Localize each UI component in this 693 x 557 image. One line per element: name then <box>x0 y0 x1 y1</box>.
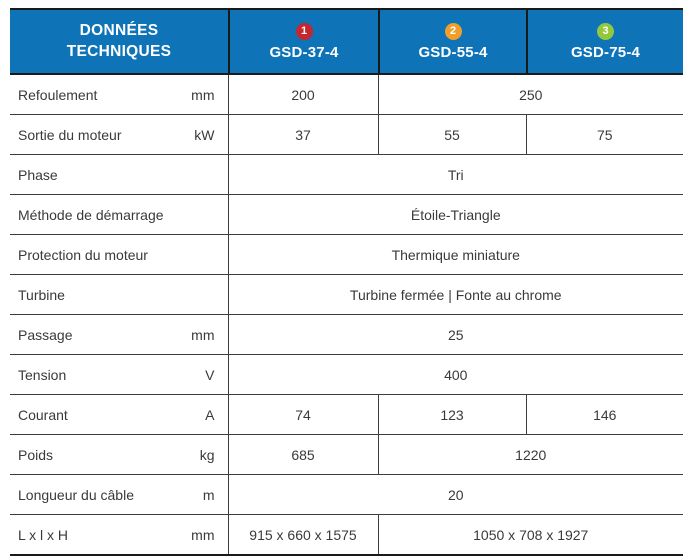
table-row-courant: Courant A 74 123 146 <box>10 394 684 435</box>
model-name: GSD-75-4 <box>570 43 641 61</box>
table-row-turbine: Turbine Turbine fermée | Fonte au chrome <box>10 274 684 315</box>
cell-value: 74 <box>227 394 378 435</box>
row-label: Courant <box>18 406 68 423</box>
cell-value: 25 <box>227 314 684 355</box>
row-label: Sortie du moteur <box>18 126 122 143</box>
row-unit: mm <box>191 86 215 103</box>
cell-value: 123 <box>377 394 526 435</box>
row-label: Turbine <box>18 286 65 303</box>
cell-value: 200 <box>227 75 378 115</box>
model-name: GSD-37-4 <box>269 43 339 61</box>
table-row-phase: Phase Tri <box>10 154 684 195</box>
row-label: Protection du moteur <box>18 246 148 263</box>
cell-value: 1050 x 708 x 1927 <box>377 514 684 556</box>
row-unit: A <box>205 406 215 423</box>
cell-value: 1220 <box>377 434 684 475</box>
table-body: Refoulement mm 200 250 Sortie du moteur kW… <box>10 75 684 556</box>
table-row-methode-de-demarrage: Méthode de démarrage Étoile-Triangle <box>10 194 684 235</box>
column-header-gsd-37-4: 1 GSD-37-4 <box>228 10 378 73</box>
cell-value: Turbine fermée | Fonte au chrome <box>227 274 684 315</box>
cell-value: Tri <box>227 154 684 195</box>
cell-value: 20 <box>227 474 684 515</box>
cell-value: 250 <box>377 75 684 115</box>
table-row-longueur-du-cable: Longueur du câble m 20 <box>10 474 684 515</box>
row-label: Méthode de démarrage <box>18 206 164 223</box>
table-row-tension: Tension V 400 <box>10 354 684 395</box>
row-label: Refoulement <box>18 86 98 103</box>
row-unit: kg <box>199 446 215 463</box>
cell-value: 400 <box>227 354 684 395</box>
cell-value: Étoile-Triangle <box>227 194 684 235</box>
cell-value: 37 <box>227 114 378 155</box>
row-label: Poids <box>18 446 54 463</box>
row-label: Longueur du câble <box>18 486 134 503</box>
table-title-line1: DONNÉES <box>79 21 159 39</box>
technical-data-table: DONNÉES TECHNIQUES 1 GSD-37-4 2 GSD-55-4… <box>10 8 684 556</box>
table-row-sortie-du-moteur: Sortie du moteur kW 37 55 75 <box>10 114 684 155</box>
cell-value: 146 <box>525 394 684 435</box>
row-label: Tension <box>18 366 67 383</box>
table-title-cell: DONNÉES TECHNIQUES <box>10 10 228 73</box>
row-unit: kW <box>194 126 215 143</box>
cell-value: Thermique miniature <box>227 234 684 275</box>
table-row-refoulement: Refoulement mm 200 250 <box>10 75 684 115</box>
badge-3-icon: 3 <box>597 22 614 40</box>
row-unit: mm <box>191 326 215 343</box>
table-row-protection-du-moteur: Protection du moteur Thermique miniature <box>10 234 684 275</box>
table-row-passage: Passage mm 25 <box>10 314 684 355</box>
badge-1-icon: 1 <box>295 22 313 40</box>
column-header-gsd-55-4: 2 GSD-55-4 <box>378 10 526 73</box>
table-row-dimensions: L x l x H mm 915 x 660 x 1575 1050 x 708 … <box>10 514 684 556</box>
row-label: Passage <box>18 326 73 343</box>
row-label: Phase <box>18 166 58 183</box>
cell-value: 55 <box>377 114 526 155</box>
model-name: GSD-55-4 <box>418 43 488 61</box>
table-row-poids: Poids kg 685 1220 <box>10 434 684 475</box>
column-header-gsd-75-4: 3 GSD-75-4 <box>526 10 683 73</box>
row-unit: m <box>202 486 215 503</box>
cell-value: 915 x 660 x 1575 <box>227 514 378 556</box>
row-unit: V <box>205 366 215 383</box>
table-title: DONNÉES TECHNIQUES <box>67 21 172 63</box>
table-title-line2: TECHNIQUES <box>66 42 172 60</box>
badge-2-icon: 2 <box>444 22 462 40</box>
cell-value: 75 <box>525 114 684 155</box>
cell-value: 685 <box>227 434 378 475</box>
table-header: DONNÉES TECHNIQUES 1 GSD-37-4 2 GSD-55-4… <box>10 8 683 75</box>
row-unit: mm <box>191 526 215 543</box>
row-label: L x l x H <box>18 526 69 543</box>
